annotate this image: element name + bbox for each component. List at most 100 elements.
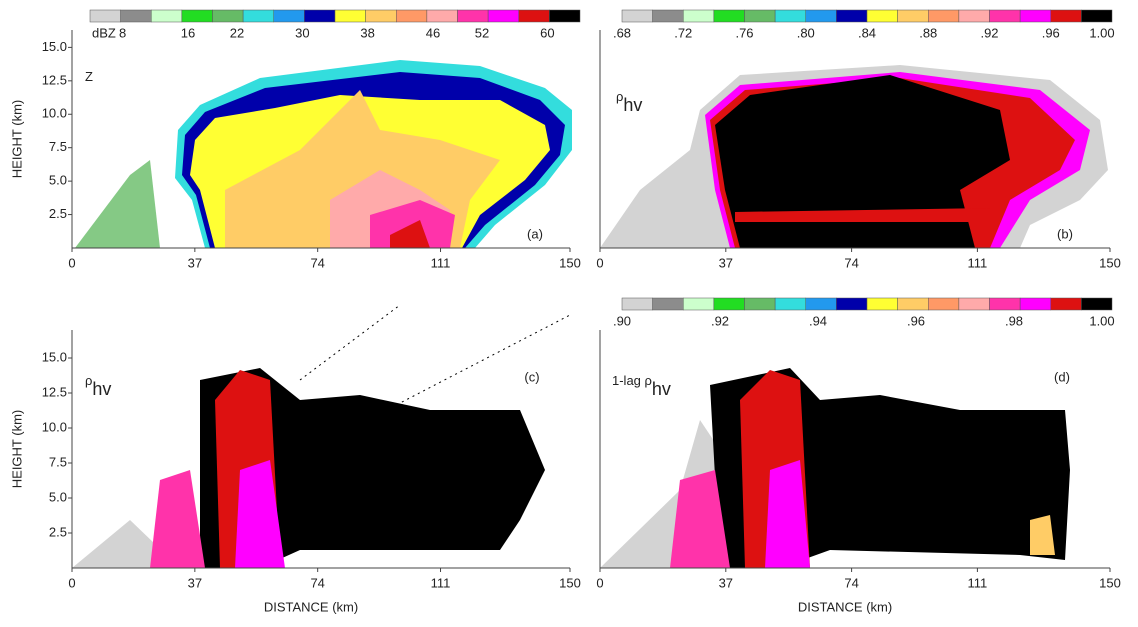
colorbar-cell — [181, 9, 213, 23]
colorbar-tick-label: 8 — [119, 25, 126, 40]
colorbar-tick-label: 46 — [426, 25, 440, 40]
panel-letter: (a) — [527, 226, 543, 241]
colorbar-cell — [744, 9, 776, 23]
x-tick-label: 74 — [310, 575, 324, 590]
y-tick-label: 15.0 — [42, 349, 67, 364]
colorbar-cell — [713, 9, 745, 23]
colorbar-tick-label: .92 — [711, 313, 729, 328]
variable-subscript: hv — [652, 379, 671, 399]
colorbar-cell — [1019, 297, 1051, 311]
y-tick-label: 5.0 — [49, 489, 67, 504]
x-tick-label: 74 — [844, 255, 858, 270]
colorbar-cell — [774, 9, 806, 23]
x-tick-label: 111 — [968, 575, 988, 590]
colorbar-cell — [928, 9, 960, 23]
x-tick-label: 37 — [719, 255, 733, 270]
colorbar-tick-label: .96 — [1042, 25, 1060, 40]
y-tick-label: 5.0 — [49, 173, 67, 188]
colorbar-cell — [958, 9, 990, 23]
x-axis-title: DISTANCE (km) — [264, 599, 358, 614]
colorbar-cell — [866, 9, 898, 23]
colorbar-tick-label: .92 — [980, 25, 998, 40]
reflectivity-field — [75, 60, 572, 248]
x-tick-label: 0 — [596, 255, 603, 270]
x-tick-label: 111 — [431, 255, 451, 270]
colorbar-cell — [151, 9, 183, 23]
colorbar-cell — [334, 9, 366, 23]
colorbar-cell — [836, 9, 868, 23]
x-tick-label: 0 — [68, 255, 75, 270]
colorbar-tick-label: .94 — [809, 313, 827, 328]
y-tick-label: 7.5 — [49, 454, 67, 469]
colorbar-tick-label: .90 — [613, 313, 631, 328]
variable-label: ρhv — [616, 89, 642, 114]
y-tick-label: 2.5 — [49, 206, 67, 221]
colorbar-cell — [928, 297, 960, 311]
colorbar-cell — [836, 297, 868, 311]
colorbar-cell — [683, 297, 715, 311]
variable-name: ρ — [85, 373, 92, 388]
colorbar-cell — [958, 297, 990, 311]
colorbar-tick-label: 60 — [540, 25, 554, 40]
x-tick-label: 150 — [1099, 255, 1121, 270]
x-tick-label: 111 — [431, 575, 451, 590]
x-axis-title: DISTANCE (km) — [798, 599, 892, 614]
correlation-field — [600, 65, 1108, 248]
colorbar-cell — [621, 9, 653, 23]
x-tick-label: 0 — [596, 575, 603, 590]
panel-letter: (b) — [1057, 226, 1073, 241]
variable-name: ρ — [616, 89, 623, 104]
colorbar-cell — [242, 9, 274, 23]
colorbar-cell — [396, 9, 428, 23]
colorbar-cell — [652, 297, 684, 311]
y-tick-label: 15.0 — [42, 39, 67, 54]
colorbar-cell — [652, 9, 684, 23]
variable-label: 1-lag ρhv — [612, 373, 671, 398]
colorbar-tick-label: .88 — [919, 25, 937, 40]
colorbar-tick-label: 38 — [360, 25, 374, 40]
correlation-field — [72, 304, 571, 568]
colorbar-cell — [713, 297, 745, 311]
colorbar-unit: dBZ — [92, 25, 116, 40]
colorbar-cell — [897, 297, 929, 311]
colorbar-tick-label: .80 — [797, 25, 815, 40]
panel-letter: (c) — [524, 369, 539, 384]
variable-label: ρhv — [85, 373, 111, 398]
colorbar-cell — [89, 9, 121, 23]
x-tick-label: 150 — [559, 255, 581, 270]
colorbar-cell — [426, 9, 458, 23]
colorbar-cell — [120, 9, 152, 23]
colorbar-tick-label: 22 — [230, 25, 244, 40]
colorbar-cell — [866, 297, 898, 311]
x-tick-label: 74 — [844, 575, 858, 590]
colorbar-tick-label: .96 — [907, 313, 925, 328]
y-tick-label: 10.0 — [42, 106, 67, 121]
variable-subscript: hv — [92, 379, 111, 399]
colorbar-tick-label: 52 — [475, 25, 489, 40]
variable-subscript: hv — [623, 95, 642, 115]
colorbar-cell — [549, 9, 581, 23]
colorbar-tick-label: .76 — [735, 25, 753, 40]
colorbar-cell — [897, 9, 929, 23]
variable-name: 1-lag ρ — [612, 373, 652, 388]
colorbar-cell — [1081, 9, 1113, 23]
colorbar-cell — [774, 297, 806, 311]
colorbar-cell — [989, 297, 1021, 311]
colorbar-cell — [1050, 9, 1082, 23]
colorbar-cell — [989, 9, 1021, 23]
y-tick-label: 7.5 — [49, 139, 67, 154]
y-tick-label: 2.5 — [49, 524, 67, 539]
colorbar-tick-label: .98 — [1005, 313, 1023, 328]
colorbar-cell — [487, 9, 519, 23]
x-tick-label: 0 — [68, 575, 75, 590]
colorbar-cell — [1081, 297, 1113, 311]
colorbar-cell — [744, 297, 776, 311]
x-tick-label: 74 — [310, 255, 324, 270]
colorbar-cell — [683, 9, 715, 23]
colorbar-cell — [621, 297, 653, 311]
variable-label: Z — [85, 69, 93, 84]
lag-correlation-field — [600, 368, 1070, 568]
colorbar-cell — [273, 9, 305, 23]
